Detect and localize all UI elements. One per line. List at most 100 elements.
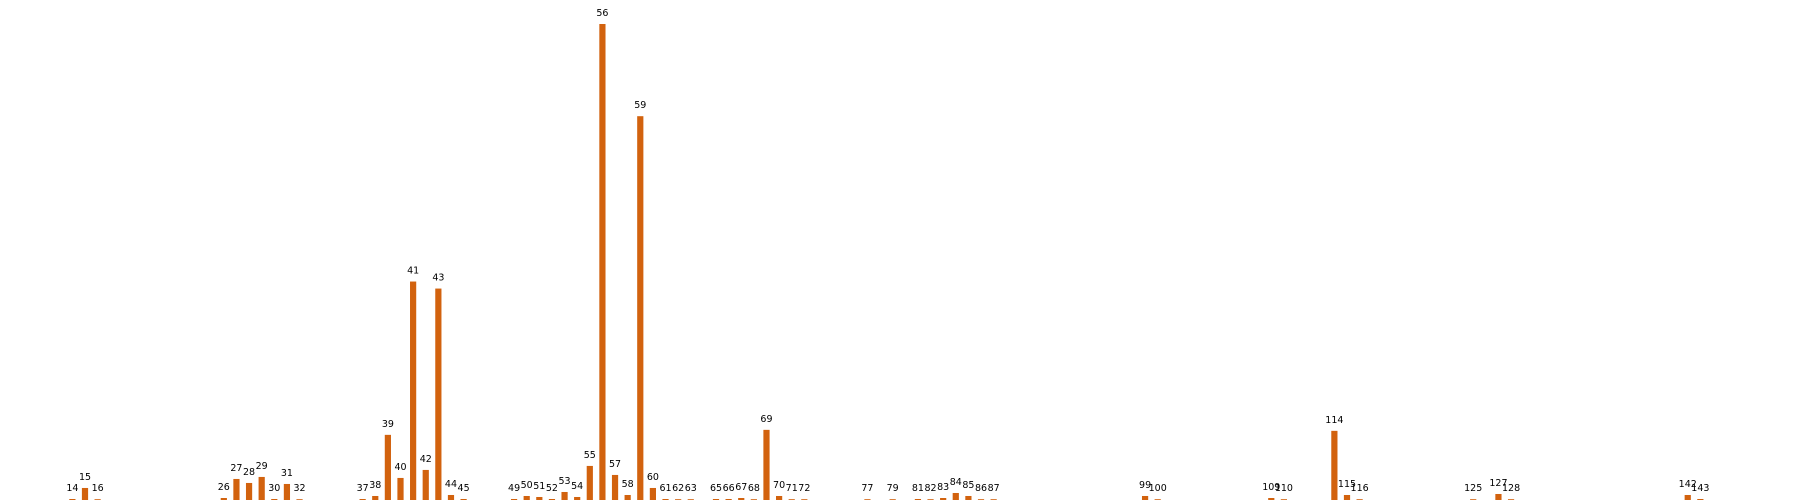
bar-115 xyxy=(1343,494,1351,500)
bar-label-43: 43 xyxy=(432,273,444,284)
bar-label-56: 56 xyxy=(596,8,608,19)
bar-label-109: 109 xyxy=(1262,482,1280,493)
bar-50 xyxy=(523,495,530,500)
bar-label-114: 114 xyxy=(1325,415,1343,426)
bar-54 xyxy=(574,496,581,500)
bar-label-99: 99 xyxy=(1139,480,1151,491)
bar-label-32: 32 xyxy=(293,483,305,494)
bar-58 xyxy=(624,494,631,500)
bar-label-110: 110 xyxy=(1275,483,1293,494)
bar-43 xyxy=(435,288,442,500)
bar-label-69: 69 xyxy=(760,414,772,425)
bar-label-14: 14 xyxy=(66,483,78,494)
bar-67 xyxy=(738,498,745,500)
bar-label-82: 82 xyxy=(924,483,936,494)
bar-label-115: 115 xyxy=(1338,479,1356,490)
bar-69 xyxy=(763,429,770,500)
bar-label-65: 65 xyxy=(710,483,722,494)
bar-55 xyxy=(586,465,593,500)
bar-label-40: 40 xyxy=(394,462,406,473)
bar-label-60: 60 xyxy=(647,472,659,483)
bar-label-58: 58 xyxy=(622,479,634,490)
bar-56 xyxy=(599,24,606,500)
bar-70 xyxy=(776,495,783,500)
bar-42 xyxy=(422,469,429,500)
bar-label-31: 31 xyxy=(281,468,293,479)
bar-label-44: 44 xyxy=(445,479,457,490)
bar-label-84: 84 xyxy=(950,477,962,488)
bar-label-83: 83 xyxy=(937,482,949,493)
bar-label-39: 39 xyxy=(382,419,394,430)
bar-label-67: 67 xyxy=(735,482,747,493)
bar-label-100: 100 xyxy=(1149,483,1167,494)
bar-label-68: 68 xyxy=(748,483,760,494)
bar-label-49: 49 xyxy=(508,483,520,494)
bars-group xyxy=(69,24,1704,500)
bar-label-86: 86 xyxy=(975,483,987,494)
bar-label-51: 51 xyxy=(533,481,545,492)
bar-label-77: 77 xyxy=(861,483,873,494)
bar-84 xyxy=(952,492,959,500)
bar-109 xyxy=(1268,498,1275,500)
bar-label-71: 71 xyxy=(786,483,798,494)
bar-44 xyxy=(447,494,455,500)
bar-label-72: 72 xyxy=(798,483,810,494)
bar-label-127: 127 xyxy=(1489,478,1507,489)
bar-label-87: 87 xyxy=(988,483,1000,494)
bar-29 xyxy=(258,476,265,500)
bar-label-37: 37 xyxy=(357,483,369,494)
bar-27 xyxy=(233,478,240,500)
bar-label-42: 42 xyxy=(420,454,432,465)
bar-label-38: 38 xyxy=(369,480,381,491)
bar-label-53: 53 xyxy=(559,476,571,487)
bar-26 xyxy=(220,498,227,500)
bar-114 xyxy=(1331,430,1338,500)
bar-label-30: 30 xyxy=(268,483,280,494)
bar-label-70: 70 xyxy=(773,480,785,491)
bar-28 xyxy=(245,482,253,500)
bar-127 xyxy=(1495,493,1502,500)
bar-label-125: 125 xyxy=(1464,483,1482,494)
bar-60 xyxy=(649,487,656,500)
bar-label-128: 128 xyxy=(1502,483,1520,494)
bar-label-79: 79 xyxy=(887,483,899,494)
bar-label-28: 28 xyxy=(243,467,255,478)
bar-15 xyxy=(81,487,89,500)
bar-label-52: 52 xyxy=(546,483,558,494)
bar-label-50: 50 xyxy=(521,480,533,491)
bar-85 xyxy=(965,495,972,500)
bar-57 xyxy=(611,474,619,500)
bar-39 xyxy=(384,434,391,500)
bar-99 xyxy=(1141,495,1149,500)
bar-label-62: 62 xyxy=(672,483,684,494)
bar-label-41: 41 xyxy=(407,266,419,277)
bar-label-15: 15 xyxy=(79,472,91,483)
bar-label-55: 55 xyxy=(584,450,596,461)
bar-label-142: 142 xyxy=(1679,479,1697,490)
bar-label-81: 81 xyxy=(912,483,924,494)
bar-59 xyxy=(637,116,644,500)
bar-31 xyxy=(283,483,291,500)
bar-label-66: 66 xyxy=(723,483,735,494)
bar-label-57: 57 xyxy=(609,459,621,470)
bar-38 xyxy=(372,495,379,500)
bar-label-116: 116 xyxy=(1351,483,1369,494)
bar-label-26: 26 xyxy=(218,482,230,493)
bar-label-63: 63 xyxy=(685,483,697,494)
bar-40 xyxy=(397,477,404,500)
bar-53 xyxy=(561,491,568,500)
bar-41 xyxy=(410,281,417,500)
bar-51 xyxy=(536,496,543,500)
bar-label-59: 59 xyxy=(634,100,646,111)
bar-label-29: 29 xyxy=(256,461,268,472)
bar-83 xyxy=(940,498,947,500)
bar-label-16: 16 xyxy=(92,483,104,494)
bar-label-61: 61 xyxy=(659,483,671,494)
bar-label-54: 54 xyxy=(571,481,583,492)
bar-label-143: 143 xyxy=(1691,483,1709,494)
bar-label-85: 85 xyxy=(962,480,974,491)
bar-142 xyxy=(1684,494,1691,500)
bar-label-45: 45 xyxy=(458,483,470,494)
